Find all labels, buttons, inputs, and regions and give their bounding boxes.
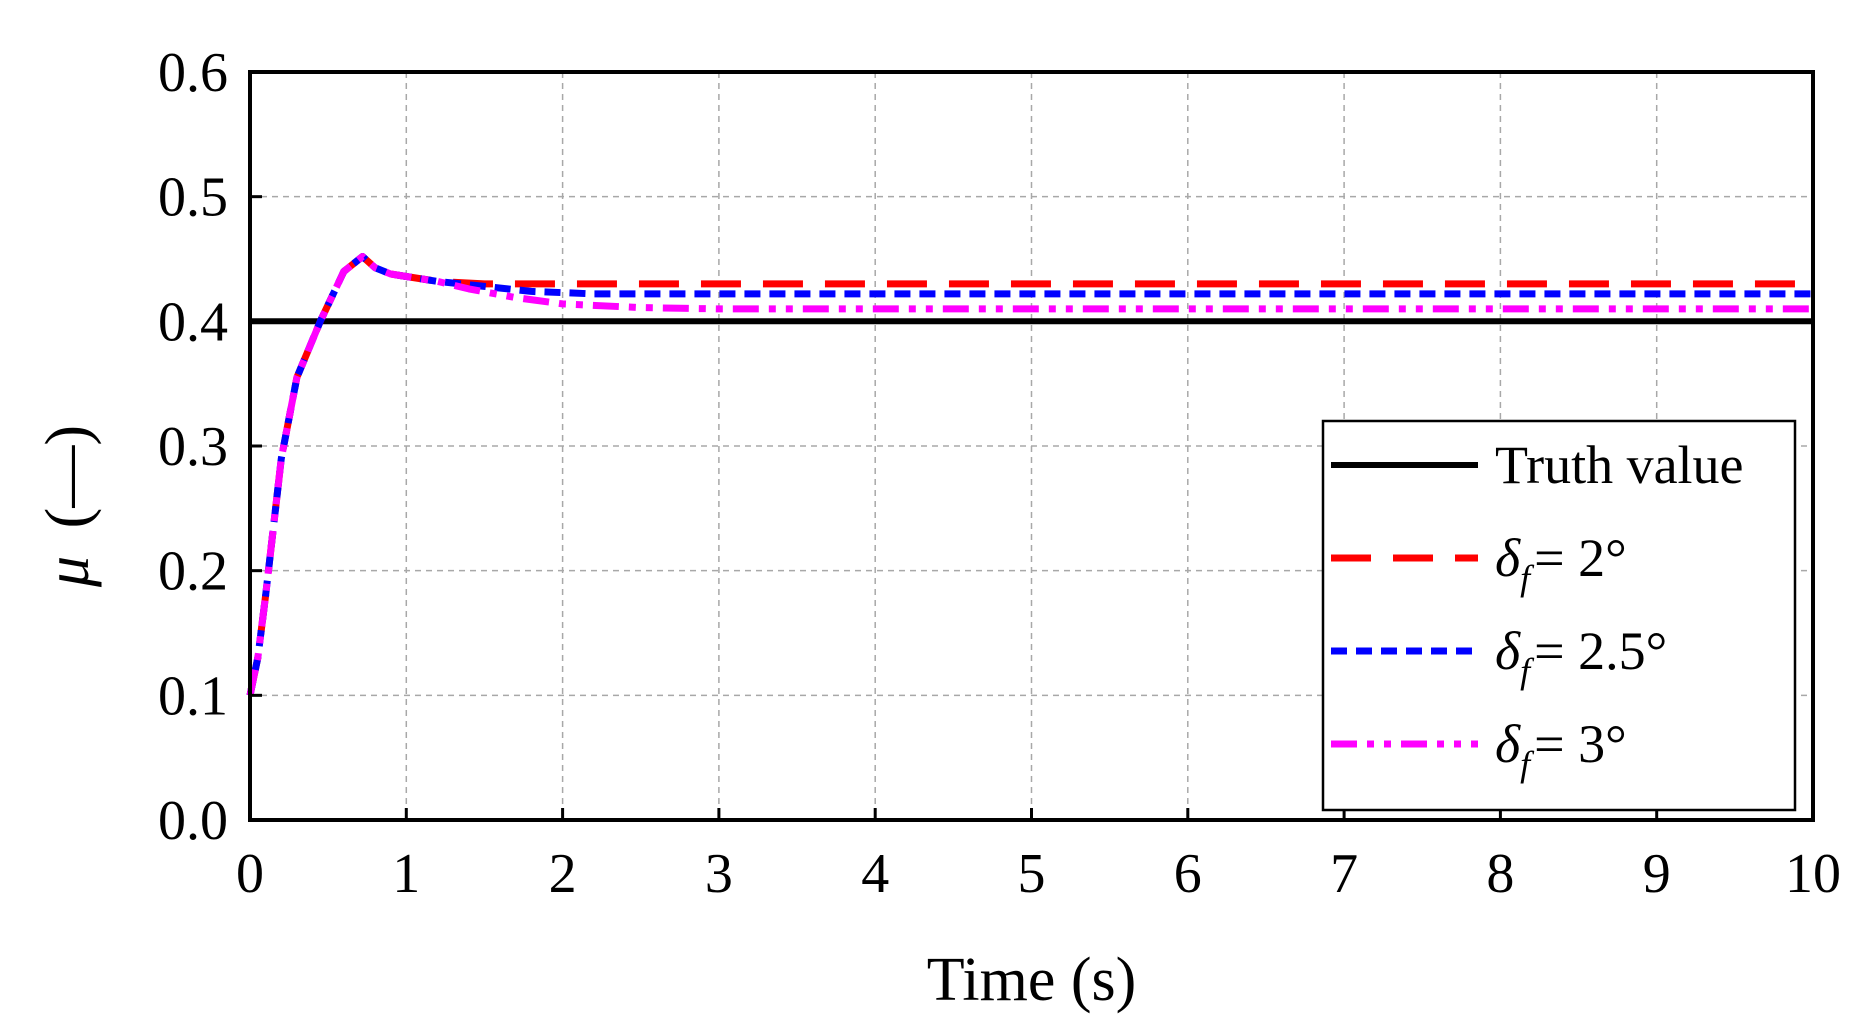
x-tick-label: 10 xyxy=(1785,843,1841,905)
y-tick-label: 0.3 xyxy=(158,416,228,478)
x-tick-label: 0 xyxy=(236,843,264,905)
x-axis-label: Time (s) xyxy=(927,946,1137,1014)
legend-label-0: Truth value xyxy=(1495,435,1744,495)
x-tick-label: 1 xyxy=(392,843,420,905)
series-line-1 xyxy=(246,253,1813,697)
y-tick-label: 0.5 xyxy=(158,167,228,229)
legend-label-1: δf= 2° xyxy=(1495,528,1627,598)
y-tick-label: 0.6 xyxy=(158,42,228,104)
y-tick-label: 0.0 xyxy=(158,790,228,852)
y-tick-label: 0.1 xyxy=(158,665,228,727)
y-axis-label: μ (—) xyxy=(34,425,102,588)
y-tick-label: 0.2 xyxy=(158,541,228,603)
svg-text:μ (—): μ (—) xyxy=(34,425,102,588)
x-tick-label: 2 xyxy=(549,843,577,905)
x-tick-label: 6 xyxy=(1174,843,1202,905)
tick-labels-layer: 0 1 2 3 4 5 6 7 8 9 10 0.0 0.1 0.2 0.3 0.4 0.5 0.6 xyxy=(158,42,1841,905)
x-tick-label: 9 xyxy=(1643,843,1671,905)
y-tick-label: 0.4 xyxy=(158,291,228,353)
x-tick-label: 8 xyxy=(1486,843,1514,905)
x-tick-label: 4 xyxy=(861,843,889,905)
y-axis-label-symbol: μ xyxy=(34,556,102,588)
x-tick-label: 7 xyxy=(1330,843,1358,905)
series-layer xyxy=(246,253,1813,697)
x-tick-label: 5 xyxy=(1018,843,1046,905)
x-tick-label: 3 xyxy=(705,843,733,905)
series-line-3 xyxy=(246,253,1813,697)
legend-label-3: δf= 3° xyxy=(1495,714,1627,784)
y-axis-label-unit: (—) xyxy=(34,425,102,528)
